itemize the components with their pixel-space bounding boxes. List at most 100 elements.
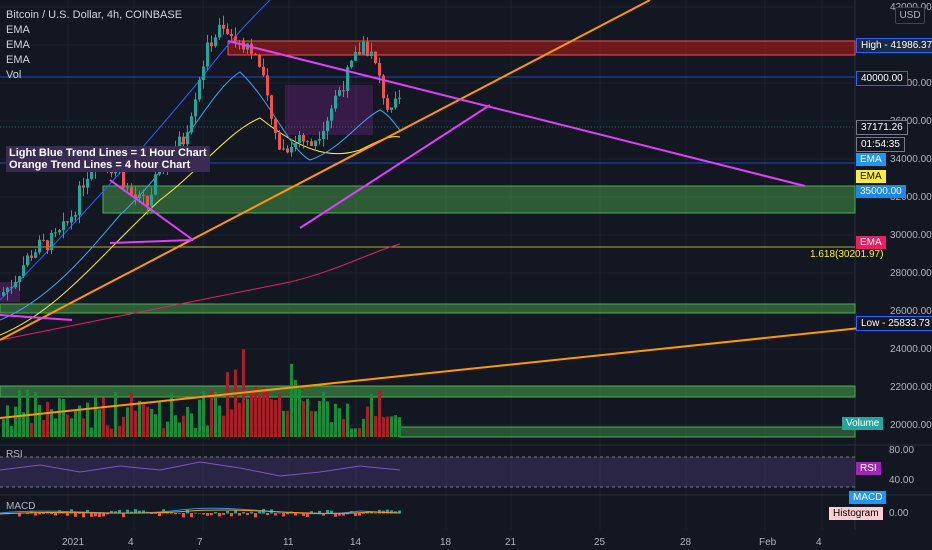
candle-body <box>194 99 197 117</box>
volume-bar <box>170 392 173 437</box>
macd-panel-label: MACD <box>6 501 36 512</box>
volume-bar <box>226 372 229 437</box>
candle-body <box>58 230 61 233</box>
macd-histogram-bar <box>318 510 321 514</box>
volume-bar <box>350 428 353 437</box>
chart-title[interactable]: Bitcoin / U.S. Dollar, 4h, COINBASE <box>6 9 183 21</box>
macd-histogram-bar <box>206 513 209 516</box>
candle-body <box>298 135 301 143</box>
macd-histogram-bar <box>110 510 113 514</box>
candle-body <box>34 252 37 258</box>
low-price-tag: Low - 25833.73 <box>856 316 932 331</box>
time-tick-label: 18 <box>440 537 452 548</box>
candle-body <box>302 135 305 142</box>
candle-body <box>54 232 57 234</box>
time-tick-label: 11 <box>283 537 294 548</box>
candle-body <box>50 232 53 251</box>
volume-bar <box>82 418 85 437</box>
indicator-ema-2[interactable]: EMA <box>6 39 30 51</box>
support-zone-low <box>0 303 856 314</box>
volume-bar <box>306 398 309 437</box>
volume-bar <box>222 415 225 437</box>
macd-histogram-bar <box>30 510 33 514</box>
macd-histogram-bar <box>178 513 181 514</box>
macd-histogram-bar <box>338 513 341 516</box>
volume-bar <box>90 427 93 437</box>
macd-histogram-bar <box>126 509 129 514</box>
price-tick-label: 22000.00 <box>890 382 932 393</box>
time-tick-label: 4 <box>816 537 822 548</box>
volume-bar <box>46 401 49 437</box>
candle-body <box>38 239 41 253</box>
candle-body <box>286 148 289 153</box>
volume-zone-lower <box>399 426 856 438</box>
volume-bar <box>30 422 33 437</box>
candle-body <box>394 98 397 108</box>
candle-body <box>206 42 209 67</box>
macd-histogram-bar <box>390 510 393 514</box>
volume-bar <box>74 411 77 437</box>
volume-bar <box>106 425 109 437</box>
magenta-lower <box>299 104 491 229</box>
macd-histogram-bar <box>182 513 185 518</box>
volume-bar <box>214 392 217 437</box>
candle-body <box>134 194 137 199</box>
macd-histogram-bar <box>90 513 93 517</box>
ema-slow <box>0 243 401 341</box>
macd-histogram-bar <box>174 513 177 515</box>
volume-bar <box>190 413 193 437</box>
candle-body <box>230 33 233 37</box>
candle-body <box>354 51 357 61</box>
time-tick-label: 14 <box>350 537 362 548</box>
candle-body <box>74 214 77 217</box>
macd-histogram-bar <box>198 513 201 514</box>
volume-bar <box>50 409 53 437</box>
volume-bar <box>66 414 69 437</box>
macd-histogram-bar <box>274 513 277 516</box>
oscillator-axis: 80.00 40.00 0.00 <box>889 445 914 519</box>
blue-channel <box>0 0 271 301</box>
macd-panel <box>0 507 401 518</box>
magenta-left <box>0 314 73 321</box>
macd-histogram-bar <box>114 511 117 514</box>
volume-bar <box>342 419 345 437</box>
candle-body <box>390 107 393 110</box>
macd-histogram-bar <box>386 509 389 514</box>
candle-body <box>222 24 225 29</box>
volume-bar <box>130 393 133 437</box>
volume-bar <box>230 409 233 437</box>
candle-body <box>346 67 349 92</box>
macd-histogram-bar <box>194 512 197 514</box>
candle-body <box>2 292 5 296</box>
volume-bar <box>234 369 237 437</box>
indicator-ema-1[interactable]: EMA <box>6 24 30 36</box>
volume-bar <box>238 402 241 437</box>
volume-bar <box>22 412 25 437</box>
candle-body <box>138 194 141 199</box>
indicator-ema-3[interactable]: EMA <box>6 54 30 66</box>
level-40000-tag: 40000.00 <box>856 71 908 86</box>
volume-bar <box>122 416 125 437</box>
volume-bar <box>302 401 305 437</box>
volume-bar <box>198 399 201 437</box>
volume-bar <box>166 421 169 437</box>
volume-bar <box>186 406 189 437</box>
candle-body <box>178 136 181 149</box>
candle-body <box>218 24 221 38</box>
time-tick-label: 7 <box>197 537 203 548</box>
price-tick-label: 30000.00 <box>890 230 932 241</box>
macd-histogram-bar <box>214 512 217 514</box>
macd-signal-line <box>0 509 401 515</box>
candle-body <box>26 255 29 266</box>
macd-histogram-bar <box>54 513 57 516</box>
volume-bars <box>2 349 401 437</box>
trend-lines <box>0 0 871 419</box>
volume-bar <box>62 399 65 437</box>
supply-demand-zones <box>0 40 856 487</box>
indicator-volume[interactable]: Vol <box>6 69 22 81</box>
currency-button[interactable]: USD <box>895 7 925 24</box>
macd-histogram-bar <box>282 513 285 517</box>
rsi-tick-40: 40.00 <box>889 475 914 486</box>
candle-body <box>234 36 237 41</box>
